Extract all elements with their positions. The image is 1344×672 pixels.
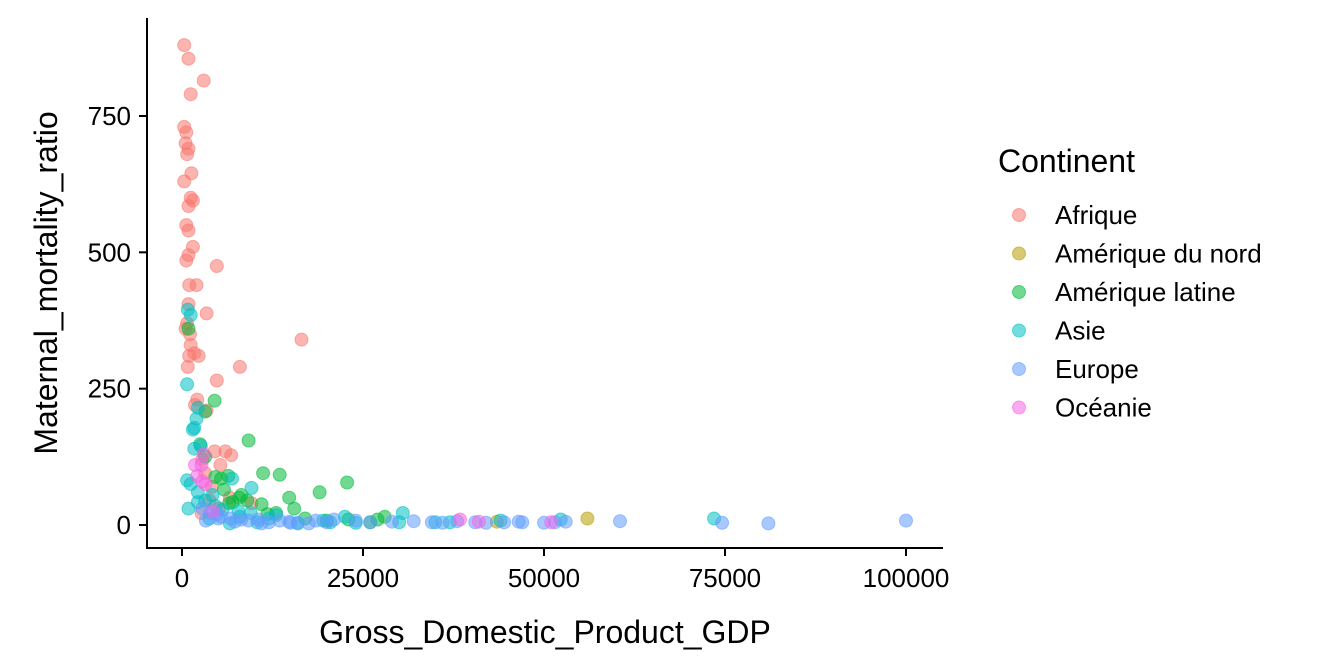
- legend-item: Amérique du nord: [1012, 239, 1262, 269]
- data-point: [196, 73, 211, 88]
- x-tick-label: 75000: [689, 563, 761, 593]
- data-point: [181, 223, 196, 238]
- data-point: [183, 308, 198, 322]
- data-point: [558, 514, 573, 529]
- data-point: [254, 516, 269, 531]
- data-point: [471, 514, 486, 529]
- data-point: [232, 359, 247, 374]
- data-point: [227, 514, 242, 529]
- data-point: [385, 514, 399, 529]
- legend-key: [1012, 285, 1026, 299]
- data-point: [209, 373, 224, 388]
- data-point: [363, 515, 378, 530]
- data-point: [294, 332, 309, 347]
- legend-label: Asie: [1055, 316, 1106, 346]
- data-point: [183, 87, 198, 102]
- data-point: [613, 514, 627, 529]
- data-point: [241, 433, 256, 448]
- series-3: [180, 302, 722, 531]
- series-5: [188, 447, 559, 530]
- data-point: [180, 359, 195, 374]
- data-point: [544, 515, 559, 530]
- data-point: [283, 515, 298, 530]
- data-point: [580, 511, 595, 526]
- y-tick-label: 750: [88, 101, 131, 131]
- data-point: [213, 458, 228, 472]
- legend-key: [1012, 323, 1026, 338]
- data-point: [256, 466, 271, 481]
- data-point: [181, 199, 196, 213]
- data-point: [191, 348, 206, 363]
- legend-key: [1012, 362, 1026, 376]
- x-tick-label: 0: [175, 563, 189, 593]
- data-point: [272, 467, 287, 482]
- data-point: [453, 512, 467, 527]
- legend-label: Océanie: [1055, 393, 1152, 423]
- data-point: [287, 501, 302, 516]
- series-2: [181, 321, 392, 530]
- legend-label: Afrique: [1055, 200, 1137, 230]
- data-point: [180, 147, 195, 162]
- legend-item: Océanie: [1012, 393, 1152, 423]
- y-axis-ticks: 0 250 500 750: [88, 101, 147, 540]
- x-tick-label: 100000: [863, 563, 950, 593]
- data-point: [435, 515, 450, 530]
- data-point: [225, 471, 239, 486]
- legend-title: Continent: [998, 143, 1135, 179]
- data-point: [198, 513, 213, 528]
- data-point: [406, 514, 421, 529]
- data-point: [181, 321, 196, 336]
- data-point: [319, 515, 334, 530]
- data-point: [312, 485, 327, 500]
- data-point: [207, 393, 222, 408]
- y-tick-label: 500: [88, 237, 131, 267]
- legend-items: Afrique Amérique du nord Amérique latine As…: [1012, 200, 1262, 423]
- data-point: [224, 448, 239, 463]
- data-point: [209, 259, 224, 273]
- data-point: [340, 475, 355, 490]
- data-point: [179, 253, 194, 268]
- legend-label: Amérique latine: [1055, 277, 1236, 307]
- legend-item: Europe: [1012, 354, 1139, 384]
- data-point: [240, 493, 255, 508]
- legend-item: Asie: [1012, 316, 1106, 346]
- data-points: [177, 38, 913, 531]
- legend: Continent Afrique Amérique du nord Amériqu…: [998, 143, 1262, 423]
- legend-key: [1012, 246, 1026, 261]
- data-point: [177, 174, 192, 189]
- data-point: [189, 278, 204, 293]
- data-point: [185, 422, 200, 437]
- data-point: [515, 515, 530, 530]
- x-axis-ticks: 0 25000 50000 75000 100000: [175, 548, 950, 593]
- data-point: [497, 515, 512, 530]
- legend-item: Amérique latine: [1012, 277, 1236, 307]
- data-point: [177, 38, 192, 53]
- data-point: [715, 515, 730, 530]
- legend-key: [1012, 400, 1026, 415]
- y-tick-label: 0: [117, 510, 131, 540]
- x-axis-title: Gross_Domestic_Product_GDP: [319, 614, 771, 650]
- data-point: [244, 480, 259, 495]
- data-point: [348, 513, 363, 528]
- data-point: [198, 477, 213, 492]
- x-tick-label: 25000: [327, 563, 399, 593]
- y-tick-label: 250: [88, 374, 131, 404]
- data-point: [199, 306, 214, 321]
- data-point: [761, 516, 776, 531]
- data-point: [181, 51, 196, 66]
- legend-label: Europe: [1055, 354, 1139, 384]
- legend-label: Amérique du nord: [1055, 239, 1262, 269]
- data-point: [206, 504, 221, 519]
- data-point: [180, 377, 195, 392]
- data-point: [217, 482, 231, 497]
- legend-item: Afrique: [1012, 200, 1137, 230]
- legend-key: [1012, 208, 1026, 222]
- data-point: [181, 501, 196, 516]
- x-tick-label: 50000: [508, 563, 580, 593]
- data-point: [899, 513, 913, 528]
- y-axis-title: Maternal_mortality_ratio: [28, 111, 64, 454]
